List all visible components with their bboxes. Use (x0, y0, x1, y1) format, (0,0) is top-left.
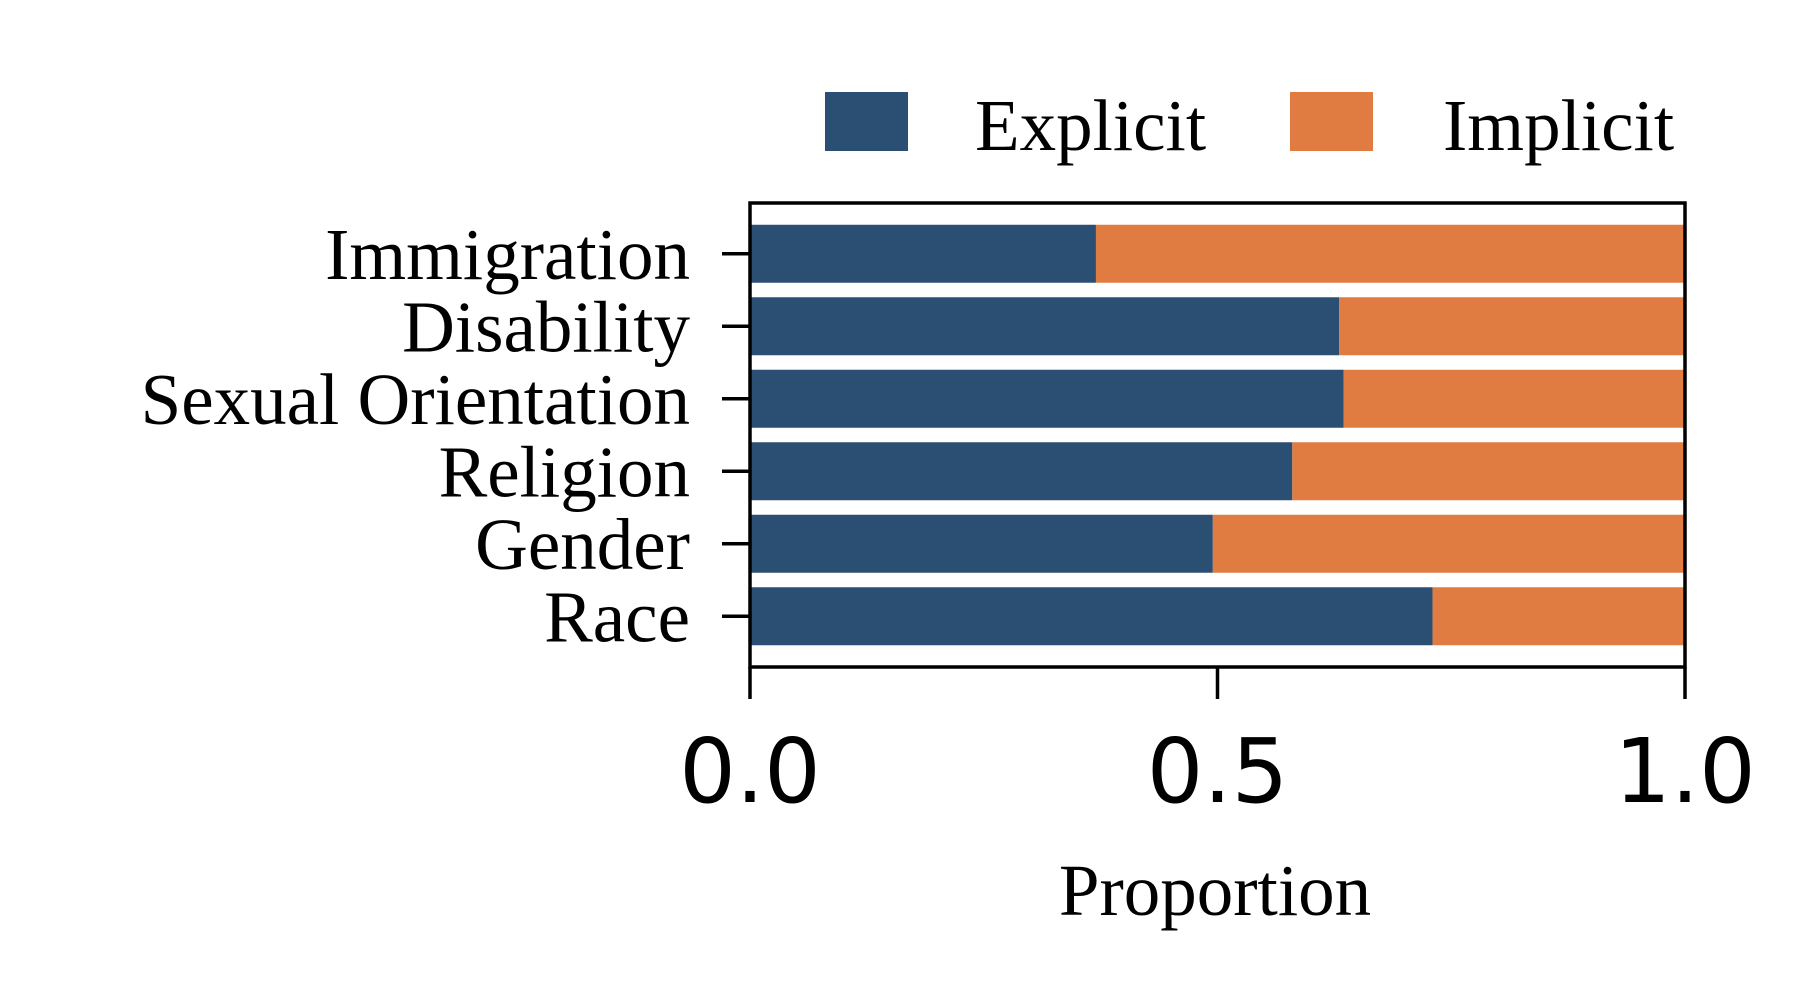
y-tick-label-immigration: Immigration (325, 214, 690, 295)
bar-disability-explicit (750, 297, 1340, 356)
bar-immigration-implicit (1095, 224, 1685, 283)
legend-swatch-explicit (825, 92, 908, 151)
bar-sexual-orientation-implicit (1343, 369, 1685, 428)
y-tick-label-gender: Gender (475, 504, 690, 585)
bar-disability-implicit (1339, 297, 1685, 356)
y-tick-label-disability: Disability (402, 286, 690, 367)
bar-immigration-explicit (750, 224, 1096, 283)
x-tick-label-0-5: 0.5 (1147, 719, 1289, 823)
x-tick-label-0-0: 0.0 (679, 719, 821, 823)
bar-religion-implicit (1292, 442, 1685, 501)
bars (750, 224, 1685, 646)
bar-religion-explicit (750, 442, 1293, 501)
bar-race-implicit (1432, 587, 1685, 646)
x-axis-label: Proportion (1059, 850, 1371, 931)
legend-label-implicit: Implicit (1443, 85, 1674, 166)
x-axis: 0.0 0.5 1.0 (679, 667, 1756, 823)
bar-gender-implicit (1212, 514, 1685, 573)
bar-gender-explicit (750, 514, 1213, 573)
legend-swatch-implicit (1290, 92, 1373, 151)
y-tick-label-race: Race (544, 576, 690, 657)
legend: Explicit Implicit (825, 85, 1674, 166)
legend-label-explicit: Explicit (975, 85, 1206, 166)
bar-race-explicit (750, 587, 1433, 646)
y-tick-label-religion: Religion (439, 431, 690, 512)
bar-sexual-orientation-explicit (750, 369, 1344, 428)
x-tick-label-1-0: 1.0 (1614, 719, 1756, 823)
y-tick-label-sexual-orientation: Sexual Orientation (141, 359, 690, 440)
